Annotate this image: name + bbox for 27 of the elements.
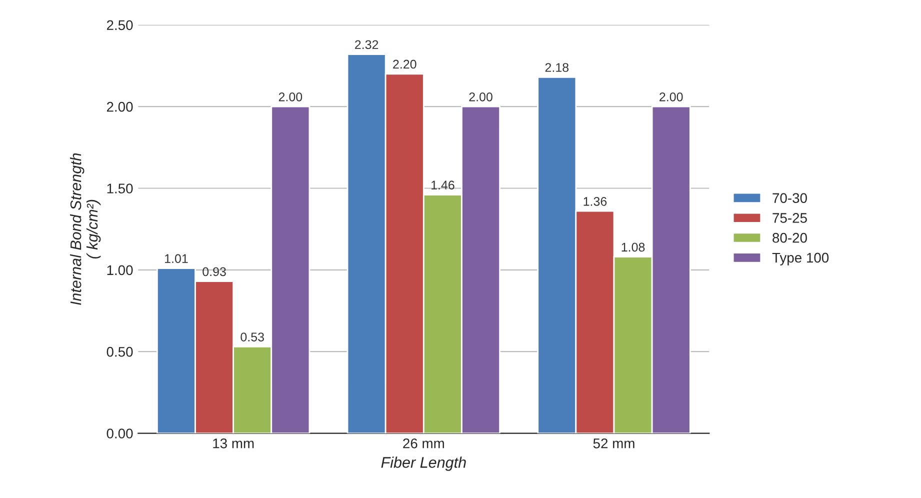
data-label: 0.93 (202, 267, 226, 276)
data-label: 1.46 (431, 180, 454, 190)
data-label: 2.32 (355, 40, 378, 50)
data-label: 2.00 (278, 92, 302, 102)
legend-label: Type 100 (772, 252, 829, 266)
data-label: 2.00 (660, 92, 683, 102)
y-tick-label: 1.50 (107, 184, 133, 194)
y-axis-title: Internal Bond Strength ( kg/cm²) (70, 153, 101, 305)
data-label: 2.00 (469, 92, 492, 102)
y-tick-label: 0.00 (106, 428, 133, 438)
y-tick-label: 2.50 (106, 20, 133, 30)
x-axis-title: Fiber Length (381, 456, 466, 471)
data-label: 2.20 (393, 60, 416, 69)
x-tick-label: 52 mm (593, 438, 634, 448)
y-tick-label: 2.00 (106, 102, 133, 112)
y-tick-label: 1.00 (107, 265, 133, 276)
legend-label: 75-25 (772, 213, 807, 223)
y-tick-label: 0.50 (106, 346, 133, 357)
legend-label: 70-30 (772, 193, 807, 203)
data-label: 2.18 (545, 63, 569, 72)
data-label: 1.08 (622, 242, 645, 252)
data-label: 0.53 (240, 332, 264, 342)
legend-label: 80-20 (772, 232, 807, 243)
x-tick-label: 26 mm (403, 438, 444, 448)
data-label: 1.36 (584, 197, 607, 206)
data-label: 1.01 (165, 254, 188, 264)
x-tick-label: 13 mm (213, 438, 254, 448)
